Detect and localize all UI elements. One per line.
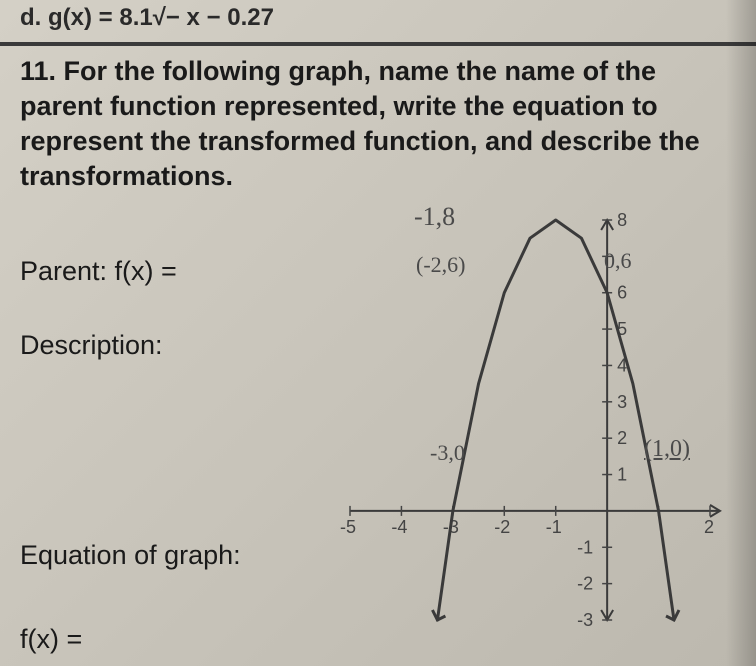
svg-text:-2: -2 <box>577 574 593 594</box>
previous-problem-fragment: d. g(x) = 8.1√− x − 0.27 <box>20 4 274 32</box>
svg-text:1: 1 <box>617 465 627 485</box>
top-border: d. g(x) = 8.1√− x − 0.27 <box>0 0 756 44</box>
annotation-right-point: 0,6 <box>604 248 632 274</box>
svg-text:3: 3 <box>617 392 627 412</box>
svg-text:-2: -2 <box>494 517 510 537</box>
svg-text:-1: -1 <box>577 537 593 557</box>
annotation-vertex: -1,8 <box>414 202 455 232</box>
svg-text:2: 2 <box>617 428 627 448</box>
annotation-xint-right: (1,0) <box>644 436 690 463</box>
annotation-left-point: (-2,6) <box>416 252 465 278</box>
parent-label: Parent: f(x) = <box>20 256 177 287</box>
graph: 1234568-1-2-3-5-4-3-2-12 <box>340 200 740 650</box>
svg-text:8: 8 <box>617 210 627 230</box>
svg-text:-4: -4 <box>391 517 407 537</box>
equation-graph-label: Equation of graph: <box>20 540 241 571</box>
svg-text:6: 6 <box>617 283 627 303</box>
graph-svg: 1234568-1-2-3-5-4-3-2-12 <box>340 200 740 650</box>
svg-text:-5: -5 <box>340 517 356 537</box>
annotation-xint-left: -3,0 <box>430 440 465 466</box>
question-text: 11. For the following graph, name the na… <box>20 54 716 194</box>
page-shadow <box>726 0 756 666</box>
description-label: Description: <box>20 330 163 361</box>
svg-text:-3: -3 <box>577 610 593 630</box>
worksheet-page: d. g(x) = 8.1√− x − 0.27 11. For the fol… <box>0 0 756 666</box>
svg-text:2: 2 <box>704 517 714 537</box>
svg-text:-1: -1 <box>546 517 562 537</box>
fx-label: f(x) = <box>20 624 82 655</box>
